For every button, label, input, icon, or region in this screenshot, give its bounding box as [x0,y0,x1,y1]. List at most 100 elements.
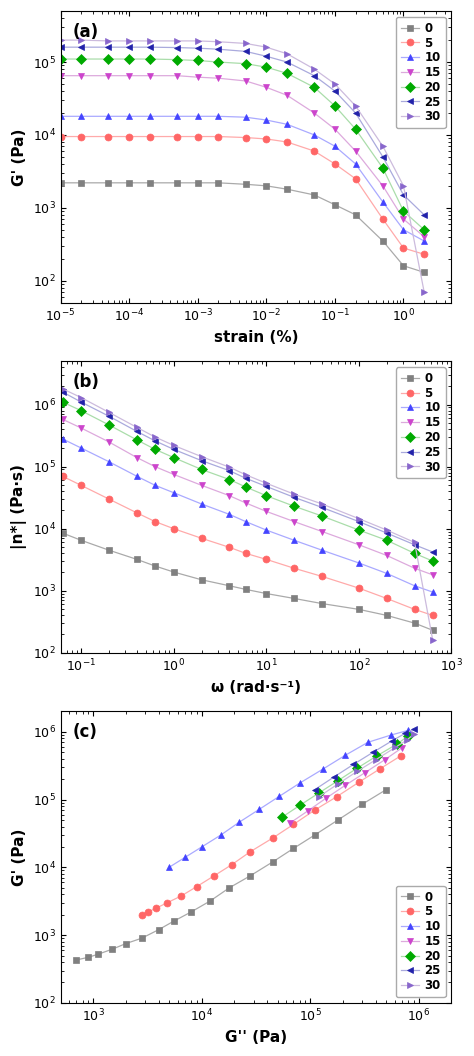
30 [353,99,358,112]
0 [243,583,248,596]
30 [404,734,410,747]
20 [401,205,406,218]
Line: 5: 5 [57,133,428,258]
15 [356,539,362,551]
25 [421,208,427,221]
30 [356,512,362,525]
5 [60,470,65,483]
0 [319,598,325,610]
10 [126,110,132,122]
0 [139,931,145,944]
30 [430,634,436,646]
30 [411,728,417,740]
Text: (a): (a) [72,23,99,41]
10 [58,110,64,122]
0 [247,869,253,882]
15 [401,212,406,225]
20 [412,547,418,560]
10 [78,441,84,454]
20 [421,224,427,237]
0 [332,199,338,211]
0 [227,882,232,894]
10 [319,544,325,557]
Legend: 0, 5, 10, 15, 20, 25, 30: 0, 5, 10, 15, 20, 25, 30 [396,17,446,128]
Y-axis label: G' (Pa): G' (Pa) [12,128,27,186]
25 [199,454,204,467]
5 [311,145,317,157]
0 [106,176,111,189]
10 [401,224,406,237]
10 [430,586,436,599]
0 [353,208,358,221]
5 [312,804,318,816]
Legend: 0, 5, 10, 15, 20, 25, 30: 0, 5, 10, 15, 20, 25, 30 [396,367,446,478]
10 [199,497,204,510]
20 [292,499,297,512]
25 [264,50,269,62]
5 [292,562,297,574]
20 [394,738,400,751]
5 [194,881,200,893]
15 [353,145,358,157]
0 [421,266,427,279]
15 [305,805,310,817]
20 [279,811,285,824]
0 [208,894,213,907]
25 [311,70,317,82]
25 [412,539,418,551]
5 [58,130,64,143]
30 [401,180,406,192]
Line: 20: 20 [279,733,412,821]
20 [335,774,341,787]
25 [430,546,436,559]
20 [174,53,180,65]
20 [405,730,411,742]
10 [292,534,297,547]
5 [291,818,296,831]
5 [126,130,132,143]
0 [60,527,65,540]
Line: 15: 15 [57,72,428,241]
25 [106,410,112,422]
10 [365,736,371,749]
15 [195,71,201,83]
20 [356,524,362,536]
15 [264,81,269,94]
5 [106,493,112,506]
25 [60,385,65,398]
10 [166,861,172,873]
25 [58,41,64,54]
0 [58,176,64,189]
30 [134,421,140,434]
10 [227,508,232,521]
30 [392,741,398,754]
5 [270,832,275,845]
15 [311,107,317,119]
30 [60,382,65,395]
0 [78,176,84,189]
Line: 15: 15 [59,416,436,579]
Legend: 0, 5, 10, 15, 20, 25, 30: 0, 5, 10, 15, 20, 25, 30 [396,886,446,997]
15 [362,767,368,779]
30 [412,536,418,549]
20 [195,54,201,67]
15 [134,451,140,464]
20 [384,534,390,547]
Line: 15: 15 [286,744,405,827]
10 [380,195,386,208]
Line: 30: 30 [57,37,428,296]
15 [264,505,269,517]
5 [332,157,338,170]
15 [126,70,132,82]
30 [106,406,112,418]
Line: 25: 25 [311,725,417,793]
25 [351,758,356,771]
25 [332,84,338,97]
25 [243,45,248,58]
15 [412,562,418,574]
20 [199,464,204,476]
25 [216,43,221,56]
25 [402,727,408,739]
10 [171,487,176,499]
Line: 25: 25 [59,389,436,555]
